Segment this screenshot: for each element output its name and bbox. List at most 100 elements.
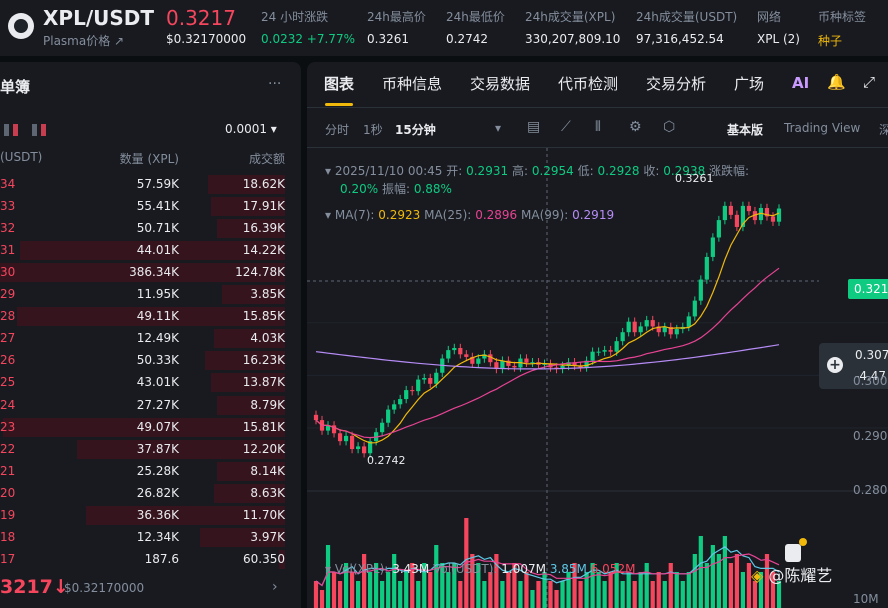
- coin-price-link[interactable]: Plasma价格 ↗: [43, 34, 125, 48]
- order-book-row[interactable]: 33 55.41K 17.91K: [0, 195, 301, 217]
- tab-3[interactable]: 代币检测: [558, 75, 619, 93]
- candle-body: [422, 378, 427, 380]
- collapse-vol-icon[interactable]: ▾: [325, 562, 335, 576]
- candle-type-icon[interactable]: ⫴: [595, 119, 601, 135]
- candle-body: [626, 321, 631, 333]
- order-book-row[interactable]: 20 26.82K 8.63K: [0, 482, 301, 504]
- tab-2[interactable]: 交易数据: [470, 75, 531, 93]
- add-order-icon[interactable]: +: [827, 357, 843, 373]
- tab-0[interactable]: 图表: [324, 75, 355, 93]
- candle-body: [416, 379, 421, 392]
- tab-4[interactable]: 交易分析: [646, 75, 707, 93]
- asks-only-icon[interactable]: [32, 124, 46, 136]
- volume-bar: [374, 563, 379, 608]
- volume-bar: [728, 563, 733, 608]
- view-tradingview[interactable]: Trading View: [784, 121, 861, 135]
- candle-body: [458, 348, 463, 355]
- order-book-row[interactable]: 18 12.34K 3.97K: [0, 526, 301, 548]
- total-column-header: 成交额: [248, 152, 285, 166]
- order-book-row[interactable]: 21 25.28K 8.14K: [0, 460, 301, 482]
- volume-bar: [500, 581, 505, 608]
- crosshair-price: 0.307: [855, 348, 888, 362]
- last-price: 0.3217: [166, 6, 236, 30]
- calendar-icon[interactable]: ▤: [527, 119, 541, 135]
- volume-bar: [368, 572, 373, 608]
- chevron-right-icon[interactable]: ›: [272, 579, 278, 595]
- candle-body: [590, 351, 595, 361]
- crosshair-price-box[interactable]: + 0.307 -4.47: [819, 343, 888, 389]
- interval-dropdown-icon[interactable]: ▾: [495, 121, 502, 135]
- order-book-row[interactable]: 22 37.87K 12.20K: [0, 438, 301, 460]
- settings-icon[interactable]: ⚙: [629, 119, 642, 135]
- stat-4: 24h成交量(USDT) 97,316,452.54: [636, 8, 737, 46]
- order-book-row[interactable]: 29 11.95K 3.85K: [0, 283, 301, 305]
- volume-bar: [554, 590, 559, 608]
- row-qty: 11.95K: [136, 287, 179, 302]
- order-book-row[interactable]: 27 12.49K 4.03K: [0, 327, 301, 349]
- low-label: 低:: [577, 164, 594, 178]
- depth-bar: [2, 417, 285, 437]
- view-basic[interactable]: 基本版: [727, 123, 764, 137]
- volume-bar: [740, 572, 746, 608]
- volume-bar: [596, 572, 601, 608]
- volume-bar: [452, 563, 457, 608]
- order-book-row[interactable]: 31 44.01K 14.22K: [0, 239, 301, 261]
- row-qty: 36.36K: [136, 507, 179, 522]
- volume-bar: [343, 563, 349, 608]
- candle-body: [716, 220, 721, 238]
- volume-bar: [758, 572, 764, 608]
- row-total: 15.85K: [242, 309, 285, 324]
- tick-size-select[interactable]: 0.0001 ▾: [225, 122, 277, 136]
- collapse-icon[interactable]: ▾: [325, 164, 335, 178]
- order-book-row[interactable]: 19 36.36K 11.70K: [0, 504, 301, 526]
- row-price: 31: [0, 243, 16, 258]
- order-book-row[interactable]: 17 187.6 60.350: [0, 548, 301, 570]
- news-icon[interactable]: [785, 538, 807, 562]
- order-book-mode-toggle[interactable]: [4, 124, 46, 136]
- interval-timeline[interactable]: 分时: [325, 123, 350, 137]
- volume-bar: [440, 563, 445, 608]
- candle-body: [734, 214, 740, 227]
- candle-body: [362, 446, 367, 454]
- interval-1s[interactable]: 1秒: [363, 123, 383, 137]
- row-price: 32: [0, 221, 16, 236]
- tab-1[interactable]: 币种信息: [382, 75, 443, 93]
- pair-name[interactable]: XPL/USDT: [43, 6, 155, 30]
- order-book-row[interactable]: 23 49.07K 15.81K: [0, 416, 301, 438]
- view-depth[interactable]: 深: [879, 123, 888, 137]
- order-book-row[interactable]: 24 27.27K 8.79K: [0, 394, 301, 416]
- vol-xpl-value: 3.43M: [392, 562, 430, 576]
- ai-icon[interactable]: AI: [792, 74, 810, 92]
- volume-bar: [380, 581, 385, 608]
- tab-5[interactable]: 广场: [734, 75, 765, 93]
- interval-15m[interactable]: 15分钟: [395, 123, 436, 137]
- order-book-row[interactable]: 28 49.11K 15.85K: [0, 305, 301, 327]
- collapse-ma-icon[interactable]: ▾: [325, 208, 335, 222]
- order-book-row[interactable]: 34 57.59K 18.62K: [0, 173, 301, 195]
- row-price: 30: [0, 265, 16, 280]
- bell-icon[interactable]: 🔔: [827, 73, 846, 91]
- order-book-row[interactable]: 32 50.71K 16.39K: [0, 217, 301, 239]
- order-book-row[interactable]: 25 43.01K 13.87K: [0, 371, 301, 393]
- order-book-row[interactable]: 30 386.34K 124.78K: [0, 261, 301, 283]
- candle-body: [710, 237, 715, 257]
- candle-body: [506, 360, 511, 366]
- depth-bar: [213, 329, 285, 349]
- row-price: 29: [0, 287, 16, 302]
- order-book-row[interactable]: 26 50.33K 16.23K: [0, 349, 301, 371]
- both-sides-icon[interactable]: [4, 124, 18, 136]
- volume-bar: [704, 563, 709, 608]
- volume-bar: [734, 554, 740, 608]
- volume-bar: [680, 581, 685, 608]
- chart-canvas[interactable]: [307, 148, 888, 608]
- volume-bar: [482, 581, 487, 608]
- indicator-icon[interactable]: ⟋: [561, 119, 571, 135]
- candlestick-chart[interactable]: ▾ 2025/11/10 00:45 开: 0.2931 高: 0.2954 低…: [307, 148, 888, 608]
- candle-body: [638, 326, 643, 333]
- candle-body: [368, 441, 373, 454]
- hexagon-icon[interactable]: ⬡: [663, 119, 676, 135]
- row-total: 3.97K: [250, 529, 285, 544]
- candle-body: [746, 205, 752, 212]
- expand-icon[interactable]: ⤢: [863, 73, 876, 91]
- more-options-icon[interactable]: ···: [268, 76, 282, 92]
